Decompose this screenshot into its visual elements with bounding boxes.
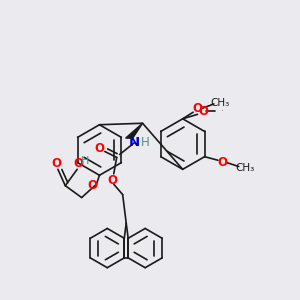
- Polygon shape: [126, 123, 142, 138]
- Text: N: N: [129, 136, 140, 149]
- Text: O: O: [94, 142, 104, 155]
- Text: OC: OC: [214, 110, 216, 111]
- Text: OC: OC: [222, 110, 224, 111]
- Text: O: O: [51, 158, 62, 170]
- Text: O: O: [74, 158, 84, 170]
- Text: CH₃: CH₃: [210, 98, 230, 108]
- Text: O: O: [107, 174, 117, 187]
- Text: H: H: [81, 156, 90, 166]
- Text: H: H: [141, 136, 150, 149]
- Text: O: O: [193, 102, 202, 115]
- Text: O: O: [198, 105, 208, 118]
- Text: O: O: [218, 156, 227, 169]
- Text: CH₃: CH₃: [235, 163, 254, 173]
- Text: O: O: [87, 179, 97, 192]
